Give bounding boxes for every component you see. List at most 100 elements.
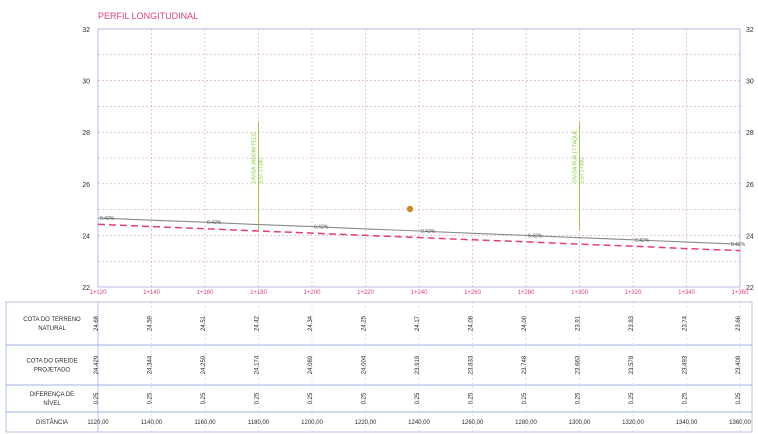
table-cell: 0.25 — [576, 392, 582, 404]
table-cell: 24.25 — [362, 315, 368, 331]
table-cell: 0.25 — [362, 392, 368, 404]
y-tick-label-right: 30 — [746, 79, 754, 86]
annotation-label: EST 1+300 — [580, 158, 586, 183]
distance-cell: 1180,00 — [248, 420, 270, 426]
slope-label: 0.42% — [100, 216, 115, 222]
table-cell: 24.259 — [201, 355, 207, 374]
table-cell: 24.34 — [308, 315, 314, 331]
table-cell: 0.25 — [629, 392, 635, 404]
y-axis-ticks: 22 22 24 24 26 26 28 28 30 30 32 32 — [82, 27, 754, 292]
table-cell: 23.833 — [469, 355, 475, 374]
table-cell: 24.51 — [201, 315, 207, 331]
distance-cell: 1240,00 — [408, 420, 430, 426]
station-tick-label: 1+360 — [732, 290, 750, 296]
annotation-label: EST 1+180 — [259, 158, 265, 183]
row-label: PROJETADO — [34, 368, 71, 374]
table-cell: 23.83 — [629, 315, 635, 331]
distance-cell: 1360,00 — [729, 420, 751, 426]
distance-cell: 1200,00 — [301, 420, 323, 426]
distance-cell: 1320,00 — [622, 420, 644, 426]
y-tick-label-left: 30 — [82, 79, 90, 86]
table-cell: 24.68 — [94, 315, 100, 331]
row-label: COTA DO GREIDE — [26, 359, 77, 365]
table-cell: 23.748 — [522, 355, 528, 374]
table-cell: 0.25 — [522, 392, 528, 404]
y-tick-label-right: 22 — [746, 285, 754, 292]
table-cell: 0.25 — [308, 392, 314, 404]
y-tick-label-right: 32 — [746, 27, 754, 34]
station-tick-label: 1+280 — [518, 290, 536, 296]
distance-cell: 1140,00 — [141, 420, 163, 426]
table-cell: 24.004 — [362, 355, 368, 374]
table-row — [5, 344, 753, 386]
y-tick-label-right: 24 — [746, 233, 754, 240]
table-cell: 23.66 — [736, 315, 742, 331]
station-tick-label: 1+320 — [625, 290, 643, 296]
slope-label: 0.42% — [207, 220, 222, 226]
station-tick-label: 1+220 — [357, 290, 375, 296]
table-cell: 24.00 — [522, 315, 528, 331]
station-labels: 1+120 1+140 1+160 1+180 1+200 1+220 1+240 1+260… — [90, 290, 750, 296]
y-tick-label-right: 28 — [746, 130, 754, 137]
table-cell: 0.25 — [94, 392, 100, 404]
table-cell: 23.91 — [576, 315, 582, 331]
table-cell: 23.493 — [683, 355, 689, 374]
distance-cell: 1120,00 — [87, 420, 109, 426]
distance-cell: 1260,00 — [462, 420, 484, 426]
slope-labels: 0.42% 0.42% 0.42% 0.42% 0.42% 0.42% 0.42% — [100, 216, 746, 248]
slope-label: 0.42% — [314, 225, 329, 231]
distance-cell: 1340,00 — [676, 420, 698, 426]
table-cell: 0.25 — [736, 392, 742, 404]
slope-label: 0.42% — [635, 238, 650, 244]
table-cell: 23.74 — [683, 315, 689, 331]
y-tick-label-left: 24 — [82, 233, 90, 240]
profile-lines — [97, 217, 741, 252]
station-tick-label: 1+260 — [464, 290, 482, 296]
table-cell: 24.089 — [308, 355, 314, 374]
distance-cell: 1300,00 — [569, 420, 591, 426]
row-label: DIFERENÇA DE — [30, 392, 74, 398]
row-label: DISTÂNCIA — [36, 419, 68, 426]
station-tick-label: 1+120 — [90, 290, 108, 296]
station-tick-label: 1+180 — [250, 290, 268, 296]
table-cell: 24.08 — [469, 315, 475, 331]
table-row — [5, 411, 753, 433]
distance-cell: 1280,00 — [515, 420, 537, 426]
row-label: NÍVEL — [43, 400, 61, 407]
table-cell: 0.25 — [148, 392, 154, 404]
plot-frame — [97, 28, 741, 288]
grade-line — [97, 223, 741, 252]
plot-grid — [97, 28, 741, 288]
table-cell: 0.25 — [469, 392, 475, 404]
table-cell: 0.25 — [255, 392, 261, 404]
station-tick-label: 1+240 — [411, 290, 429, 296]
table-cell: 24.344 — [148, 355, 154, 374]
distance-cell: 1220,00 — [355, 420, 377, 426]
table-cell: 23.919 — [415, 355, 421, 374]
table-cell: 0.25 — [201, 392, 207, 404]
table-cell: 0.25 — [415, 392, 421, 404]
marker-dot — [406, 205, 414, 213]
table-cell: 0.25 — [683, 392, 689, 404]
station-tick-label: 1+300 — [571, 290, 589, 296]
annotation-label: DIVISA JARDIM FELIZ — [252, 132, 258, 183]
table-cell: 23.663 — [576, 355, 582, 374]
y-tick-label-left: 26 — [82, 182, 90, 189]
table-cell: 24.174 — [255, 355, 261, 374]
distance-cell: 1160,00 — [194, 420, 216, 426]
slope-label: 0.42% — [421, 229, 436, 235]
profile-table: COTA DO TERRENO NATURAL COTA DO GREIDE PROJ… — [5, 301, 753, 433]
station-tick-label: 1+160 — [197, 290, 215, 296]
annotation-label: DIVISA RUA 17 TAQUE — [573, 129, 579, 183]
y-tick-label-left: 32 — [82, 27, 90, 34]
vertical-annotations: DIVISA JARDIM FELIZ EST 1+180 DIVISA RUA 1… — [252, 122, 586, 231]
row-label: COTA DO TERRENO — [23, 317, 81, 323]
y-tick-label-left: 22 — [82, 285, 90, 292]
table-cell: 24.17 — [415, 315, 421, 331]
table-cell: 24.59 — [148, 315, 154, 331]
table-cell: 23.408 — [736, 355, 742, 374]
table-row — [5, 384, 753, 413]
table-cell: 24.42 — [255, 315, 261, 331]
table-cell: 24.429 — [94, 355, 100, 374]
